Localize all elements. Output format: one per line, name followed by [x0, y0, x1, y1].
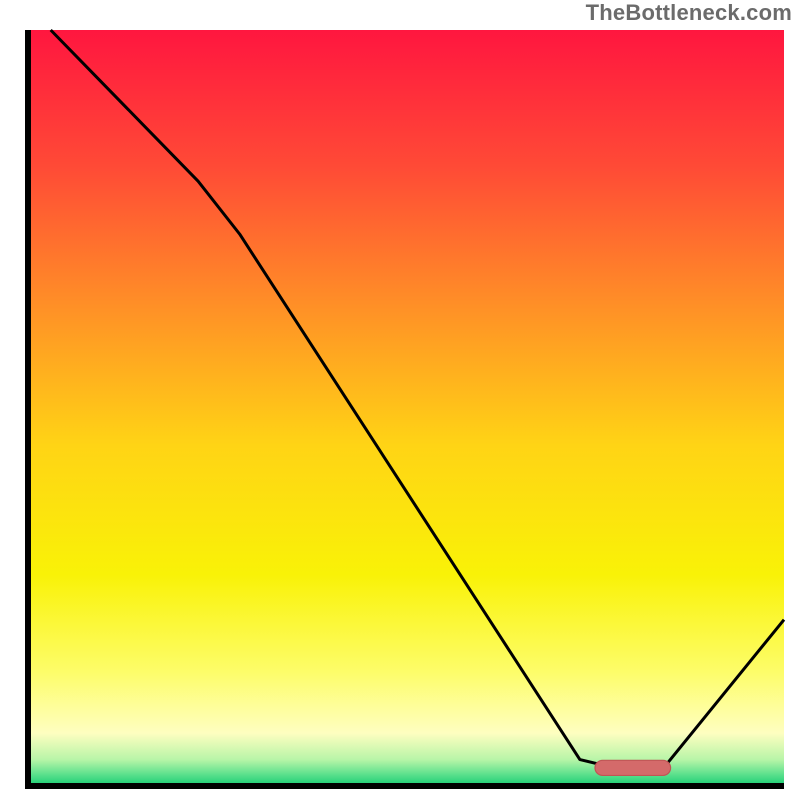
- bottleneck-chart: [0, 0, 800, 800]
- optimal-range-marker: [595, 760, 671, 775]
- chart-container: { "watermark": { "text": "TheBottleneck.…: [0, 0, 800, 800]
- plot-background: [28, 30, 784, 786]
